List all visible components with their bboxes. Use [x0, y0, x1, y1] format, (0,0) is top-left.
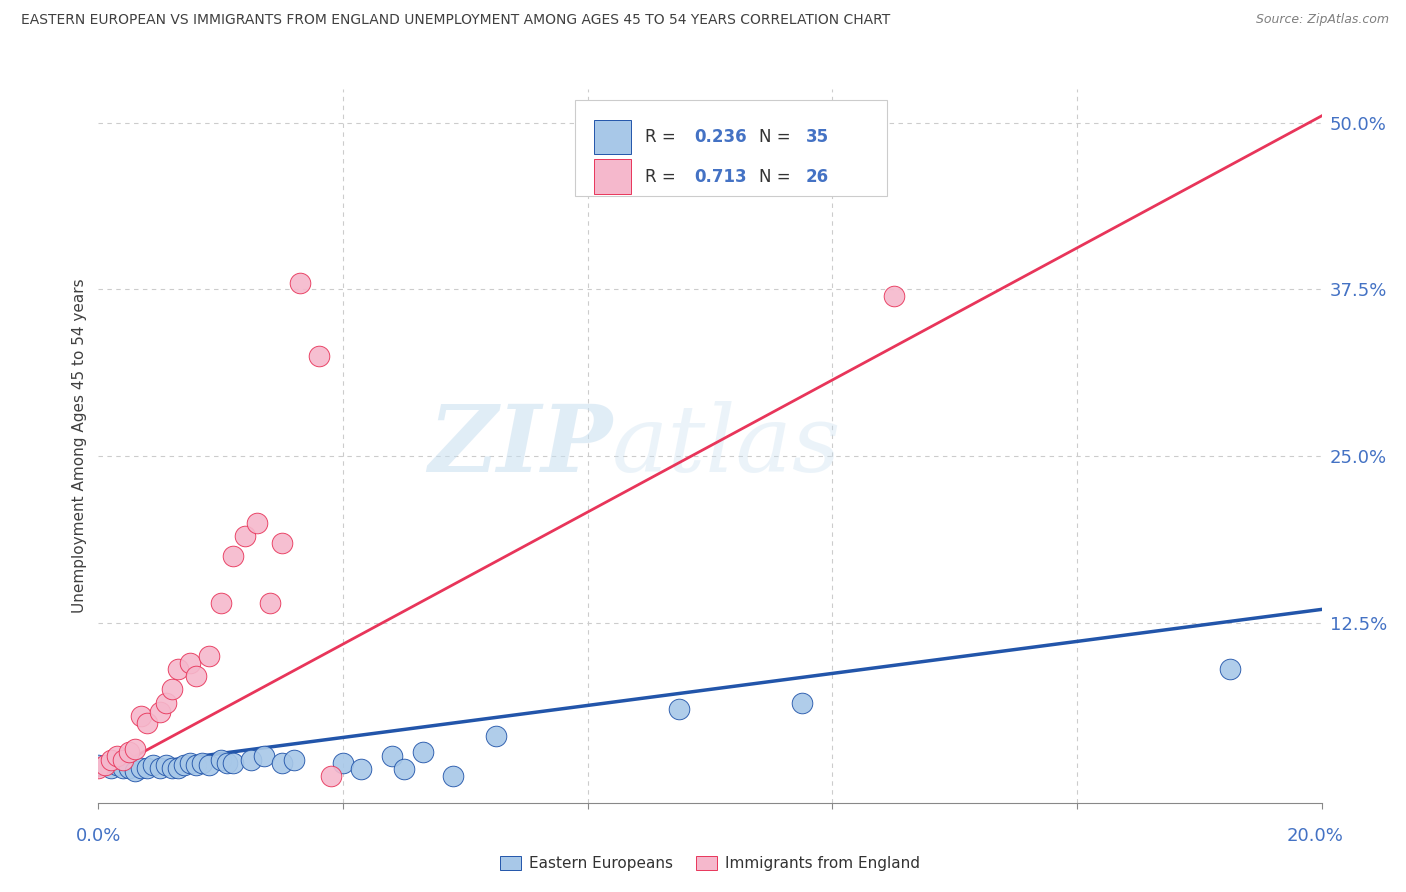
Point	[283, 753, 305, 767]
Legend: Eastern Europeans, Immigrants from England: Eastern Europeans, Immigrants from Engla…	[494, 849, 927, 877]
Text: 0.713: 0.713	[695, 168, 747, 186]
Point	[240, 753, 263, 767]
Point	[252, 749, 274, 764]
Point	[129, 761, 152, 775]
Point	[186, 758, 208, 772]
Text: 0.0%: 0.0%	[76, 827, 121, 845]
Point	[668, 702, 690, 716]
Point	[290, 276, 312, 290]
Point	[118, 761, 141, 775]
Point	[105, 758, 128, 772]
Y-axis label: Unemployment Among Ages 45 to 54 years: Unemployment Among Ages 45 to 54 years	[72, 278, 87, 614]
Text: ZIP: ZIP	[427, 401, 612, 491]
Point	[412, 745, 434, 759]
Point	[319, 769, 342, 783]
Point	[259, 596, 281, 610]
Point	[87, 761, 110, 775]
Text: 20.0%: 20.0%	[1286, 827, 1343, 845]
Point	[392, 763, 416, 777]
Point	[129, 709, 152, 723]
Point	[105, 749, 128, 764]
Point	[155, 758, 177, 772]
Text: EASTERN EUROPEAN VS IMMIGRANTS FROM ENGLAND UNEMPLOYMENT AMONG AGES 45 TO 54 YEA: EASTERN EUROPEAN VS IMMIGRANTS FROM ENGL…	[21, 13, 890, 28]
Point	[332, 756, 354, 770]
Point	[100, 761, 122, 775]
Point	[790, 696, 813, 710]
Point	[155, 696, 177, 710]
Point	[215, 756, 238, 770]
Point	[209, 753, 232, 767]
Text: N =: N =	[759, 128, 796, 146]
Point	[160, 682, 183, 697]
Point	[149, 705, 172, 719]
Point	[222, 756, 245, 770]
Point	[197, 649, 219, 664]
Point	[270, 756, 292, 770]
Text: N =: N =	[759, 168, 796, 186]
Point	[136, 715, 159, 730]
Point	[191, 756, 214, 770]
Point	[124, 764, 146, 778]
Point	[167, 761, 190, 775]
Point	[173, 758, 195, 772]
Point	[441, 769, 464, 783]
Text: R =: R =	[645, 168, 681, 186]
Point	[350, 763, 373, 777]
Point	[308, 349, 330, 363]
Point	[118, 745, 141, 759]
Point	[136, 761, 159, 775]
Point	[124, 742, 146, 756]
Point	[381, 749, 404, 764]
Text: atlas: atlas	[612, 401, 842, 491]
Point	[246, 516, 269, 530]
Point	[160, 761, 183, 775]
FancyBboxPatch shape	[575, 100, 887, 196]
Point	[149, 761, 172, 775]
Bar	[593, 160, 630, 194]
Point	[100, 753, 122, 767]
Text: 0.236: 0.236	[695, 128, 747, 146]
Point	[883, 289, 905, 303]
Point	[209, 596, 232, 610]
Point	[87, 758, 110, 772]
Point	[179, 756, 201, 770]
Point	[167, 662, 190, 676]
Point	[233, 529, 256, 543]
Point	[186, 669, 208, 683]
Point	[1219, 662, 1241, 676]
Point	[111, 761, 134, 775]
Point	[93, 758, 115, 772]
Point	[179, 656, 201, 670]
Text: Source: ZipAtlas.com: Source: ZipAtlas.com	[1256, 13, 1389, 27]
Text: R =: R =	[645, 128, 681, 146]
Text: 35: 35	[806, 128, 828, 146]
Point	[111, 753, 134, 767]
Point	[197, 758, 219, 772]
Point	[485, 729, 508, 743]
Point	[270, 535, 292, 549]
Text: 26: 26	[806, 168, 828, 186]
Point	[142, 758, 165, 772]
Point	[222, 549, 245, 563]
Bar	[593, 120, 630, 154]
